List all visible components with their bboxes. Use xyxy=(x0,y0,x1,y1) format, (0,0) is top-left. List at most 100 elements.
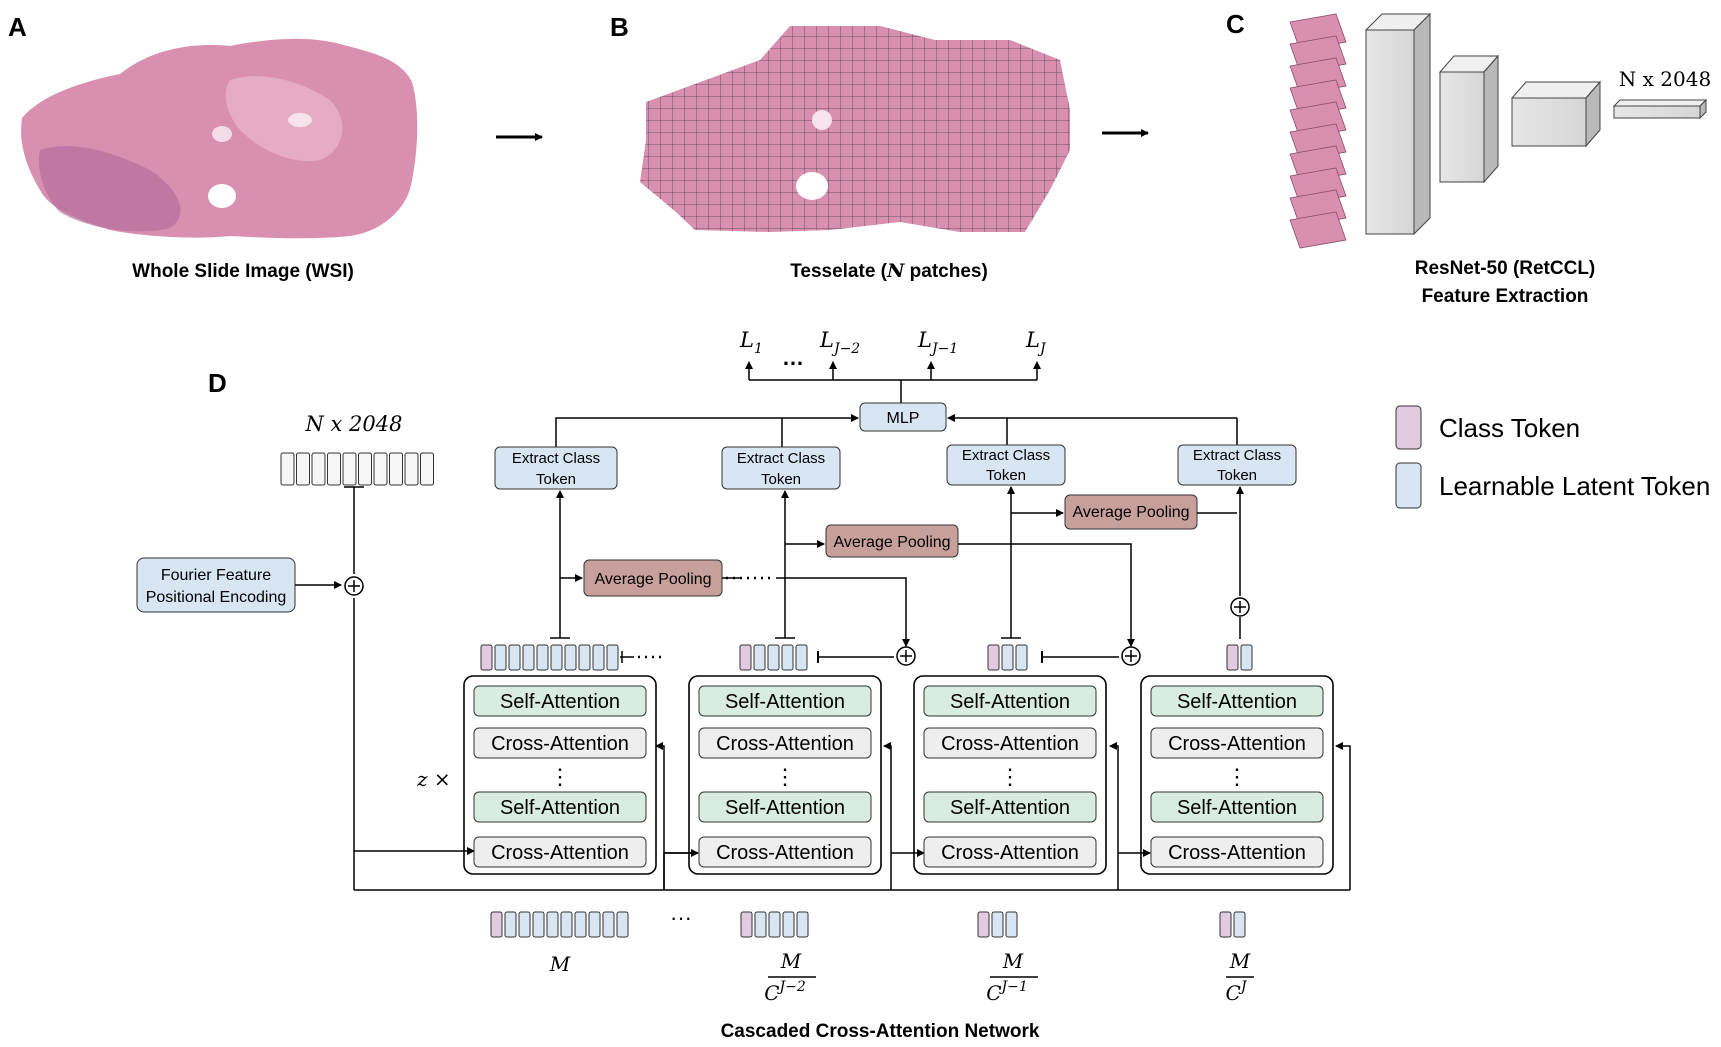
class-token xyxy=(740,911,753,938)
cross-attention-label: Cross-Attention xyxy=(716,842,854,864)
self-attention-label: Self-Attention xyxy=(950,691,1070,713)
extract-class-token-4: Extract Class Token xyxy=(1177,444,1297,486)
svg-text:M: M xyxy=(1002,949,1024,973)
self-attention-label: Self-Attention xyxy=(500,691,620,713)
extract-class-token-1: Extract Class Token xyxy=(494,446,618,490)
label-m-over-cj: M CJ xyxy=(1226,949,1254,1005)
self-attention-label: Self-Attention xyxy=(1177,691,1297,713)
latent-token xyxy=(606,644,619,671)
latent-token xyxy=(494,644,507,671)
svg-text:CJ−2: CJ−2 xyxy=(764,979,806,1005)
cross-attention-block xyxy=(923,836,1097,868)
panel-c-caption-line2: Feature Extraction xyxy=(1422,286,1589,307)
svg-text:Extract Class: Extract Class xyxy=(512,450,600,467)
fourier-feature-box: Fourier Feature Positional Encoding xyxy=(136,557,296,613)
attention-stack-4: Self-Attention Cross-Attention Self-Attent… xyxy=(1140,675,1334,875)
input-token xyxy=(311,452,326,486)
svg-text:Extract Class: Extract Class xyxy=(737,450,825,467)
output-lj-2: LJ−2 xyxy=(819,328,860,357)
panel-b-caption-post: patches) xyxy=(904,261,987,282)
self-attention-block xyxy=(923,791,1097,823)
attention-stacks: Self-Attention Cross-Attention Self-Attent… xyxy=(463,675,1334,875)
dotted-connectors xyxy=(638,576,770,659)
patch-stack xyxy=(1289,13,1347,249)
svg-text:Average Pooling: Average Pooling xyxy=(594,571,711,588)
average-pooling-3: Average Pooling xyxy=(1064,494,1198,530)
cross-attention-block xyxy=(1150,727,1324,759)
latent-token xyxy=(1240,644,1253,671)
svg-text:Fourier Feature: Fourier Feature xyxy=(161,567,271,584)
input-token xyxy=(280,452,295,486)
panel-b-letter: B xyxy=(610,12,629,42)
latent-token xyxy=(536,644,549,671)
panel-b-caption-var: N xyxy=(886,260,905,282)
panel-b-caption: Tesselate (N patches) xyxy=(790,260,988,282)
attention-stack-1: Self-Attention Cross-Attention Self-Attent… xyxy=(463,675,657,875)
input-token-row xyxy=(280,452,434,486)
input-token xyxy=(358,452,372,486)
class-token xyxy=(490,911,503,938)
legend-class-token-label: Class Token xyxy=(1439,413,1580,443)
self-attention-block xyxy=(923,685,1097,717)
cross-attention-block xyxy=(923,727,1097,759)
extract-class-token-3: Extract Class Token xyxy=(946,444,1066,486)
latent-token xyxy=(1015,644,1028,671)
panel-b-caption-pre: Tesselate ( xyxy=(790,261,887,282)
latent-token xyxy=(574,911,587,938)
self-attention-block xyxy=(1150,685,1324,717)
cross-attention-block xyxy=(698,727,872,759)
self-attention-block xyxy=(698,791,872,823)
svg-text:Positional Encoding: Positional Encoding xyxy=(146,589,287,606)
input-token xyxy=(327,452,341,486)
panel-c-letter: C xyxy=(1226,9,1245,39)
attention-stack-3: Self-Attention Cross-Attention Self-Attent… xyxy=(913,675,1107,875)
latent-token xyxy=(522,644,535,671)
svg-text:M: M xyxy=(780,949,802,973)
latent-token xyxy=(795,644,808,671)
latent-token-rows xyxy=(480,644,1253,671)
cross-attention-label: Cross-Attention xyxy=(491,842,629,864)
class-token xyxy=(1219,911,1232,938)
label-m-over-cj-2: M CJ−2 xyxy=(764,949,816,1005)
input-token xyxy=(342,452,357,486)
latent-token xyxy=(768,911,781,938)
svg-text:Average Pooling: Average Pooling xyxy=(1072,504,1189,521)
latent-token xyxy=(550,644,563,671)
average-pooling-2: Average Pooling xyxy=(825,524,959,558)
latent-token xyxy=(602,911,615,938)
output-l1: L1 xyxy=(739,328,763,357)
input-label: N x 2048 xyxy=(304,412,402,436)
svg-text:M: M xyxy=(1229,949,1251,973)
class-token xyxy=(987,644,1000,671)
cross-attention-label: Cross-Attention xyxy=(941,733,1079,755)
latent-token xyxy=(616,911,629,938)
input-token xyxy=(296,452,310,486)
input-token xyxy=(373,452,388,486)
network-caption: Cascaded Cross-Attention Network xyxy=(721,1021,1040,1042)
cross-attention-label: Cross-Attention xyxy=(491,733,629,755)
average-pooling-1: Average Pooling xyxy=(583,559,723,597)
encoder-connections xyxy=(295,486,1351,891)
svg-text:Token: Token xyxy=(536,471,576,488)
latent-token xyxy=(1001,644,1014,671)
latent-token xyxy=(796,911,809,938)
mlp-box xyxy=(859,402,947,432)
svg-text:Extract Class: Extract Class xyxy=(1193,447,1281,464)
repeat-label: z × xyxy=(416,767,451,791)
latent-token xyxy=(564,644,577,671)
input-token xyxy=(404,452,419,486)
vertical-ellipsis: ⋮ xyxy=(1226,764,1248,789)
feature-patch xyxy=(1289,211,1347,249)
latent-token xyxy=(588,911,601,938)
class-token xyxy=(480,644,493,671)
latent-token xyxy=(754,911,767,938)
self-attention-block xyxy=(473,791,647,823)
panel-c-output-label: N x 2048 xyxy=(1619,67,1711,91)
cross-attention-block xyxy=(1150,836,1324,868)
latent-token xyxy=(781,644,794,671)
vertical-ellipsis: ⋮ xyxy=(999,764,1021,789)
output-arrows xyxy=(745,361,1041,403)
output-ellipsis: … xyxy=(782,345,804,370)
